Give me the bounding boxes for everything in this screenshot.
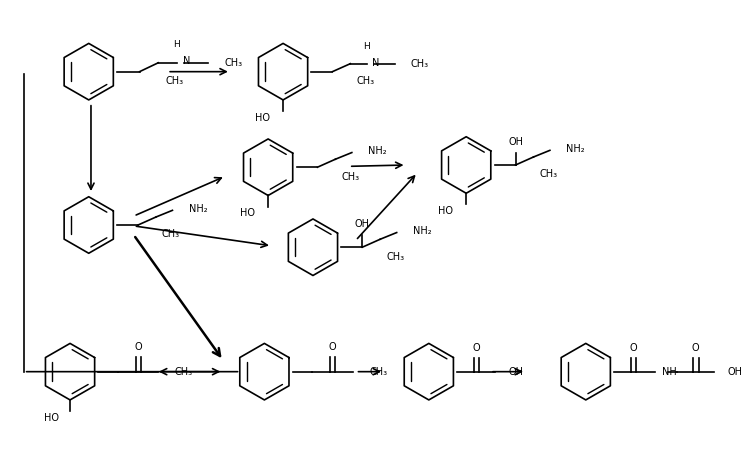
Text: NH₂: NH₂	[189, 204, 208, 214]
Text: CH₃: CH₃	[341, 171, 359, 182]
Text: CH₃: CH₃	[162, 230, 180, 239]
Text: OH: OH	[728, 367, 742, 377]
Text: NH: NH	[662, 367, 677, 377]
Text: OH: OH	[355, 220, 370, 230]
Text: NH₂: NH₂	[413, 226, 431, 236]
Text: CH₃: CH₃	[224, 58, 243, 68]
Text: CH₃: CH₃	[410, 58, 428, 69]
Text: NH₂: NH₂	[566, 144, 585, 154]
Text: H: H	[364, 42, 370, 51]
Text: CH₃: CH₃	[369, 367, 387, 377]
Text: HO: HO	[437, 206, 453, 216]
Text: HO: HO	[44, 413, 59, 423]
Text: N: N	[183, 56, 191, 67]
Text: HO: HO	[255, 113, 270, 123]
Text: OH: OH	[508, 367, 523, 377]
Text: CH₃: CH₃	[356, 76, 374, 86]
Text: O: O	[629, 343, 637, 353]
Text: O: O	[328, 342, 336, 351]
Text: CH₃: CH₃	[175, 367, 193, 377]
Text: CH₃: CH₃	[386, 252, 404, 261]
Text: O: O	[134, 342, 142, 351]
Text: CH₃: CH₃	[166, 76, 184, 86]
Text: O: O	[692, 343, 700, 353]
Text: O: O	[472, 343, 480, 353]
Text: OH: OH	[508, 137, 523, 147]
Text: N: N	[372, 58, 380, 68]
Text: NH₂: NH₂	[368, 146, 387, 156]
Text: H: H	[173, 40, 180, 50]
Text: CH₃: CH₃	[539, 170, 557, 180]
Text: HO: HO	[239, 208, 255, 218]
